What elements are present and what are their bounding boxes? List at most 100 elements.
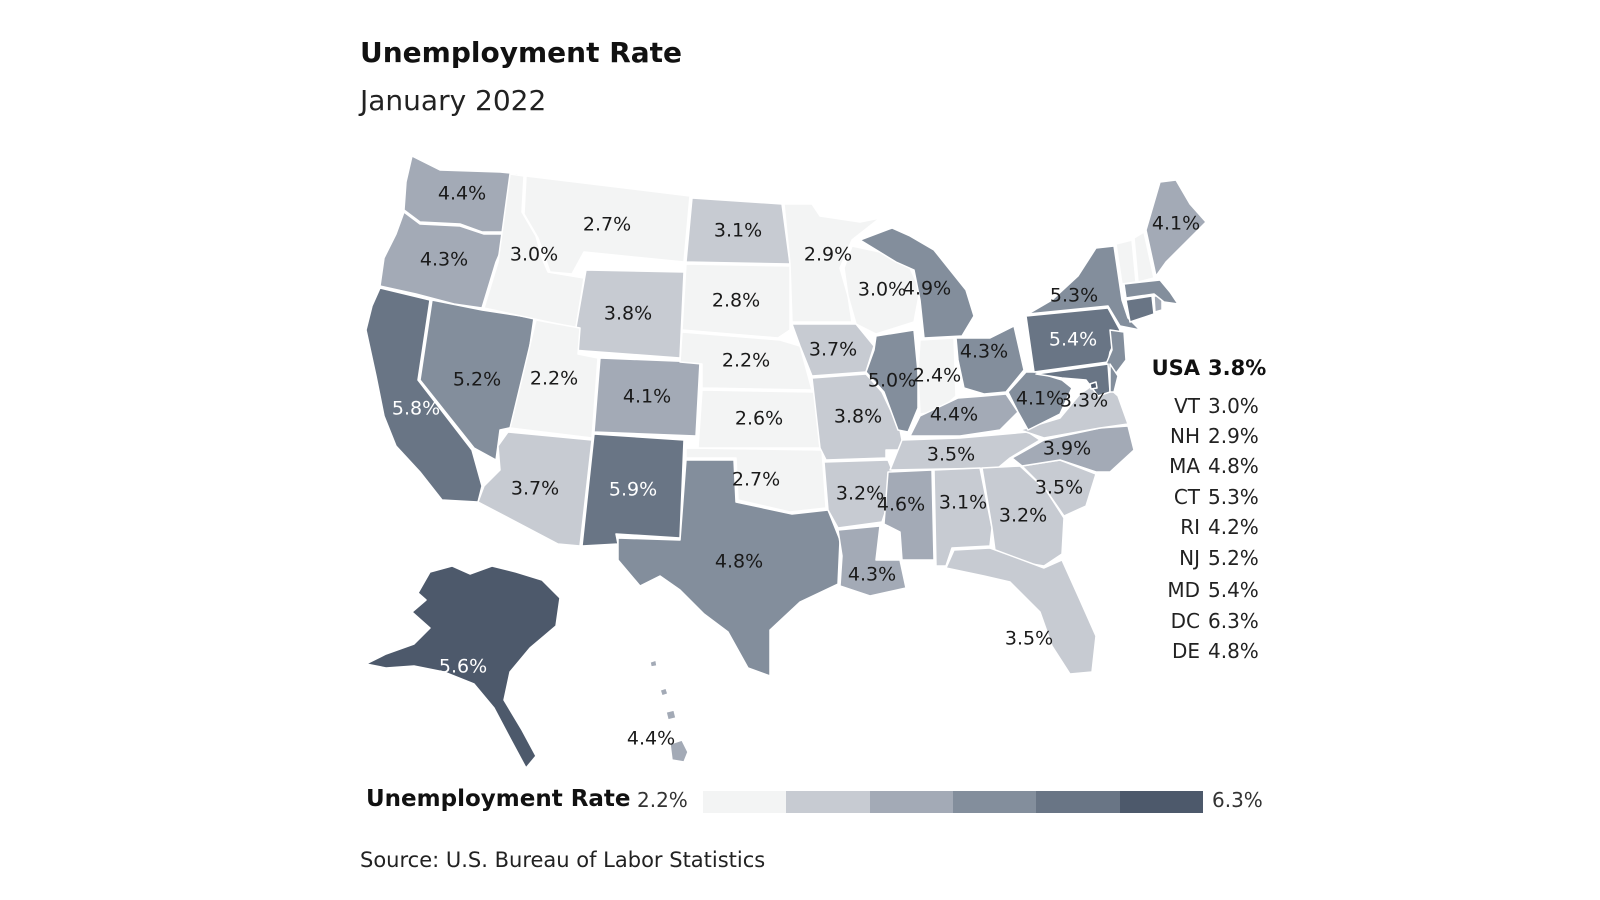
state-label-KS: 2.6% [735, 408, 783, 430]
sidebar-row: NJ 5.2% [1140, 546, 1280, 574]
usa-summary: USA 3.8% [1140, 356, 1280, 384]
state-label-WV: 4.1% [1016, 388, 1064, 410]
state-CA [365, 287, 483, 503]
state-label-UT: 2.2% [530, 368, 578, 390]
state-label-NM: 5.9% [609, 479, 657, 501]
state-MS [883, 469, 935, 561]
sidebar-row: MD 5.4% [1140, 578, 1280, 606]
state-value: 3.0% [1208, 394, 1259, 418]
state-code: DC [1170, 609, 1200, 633]
state-TN [889, 431, 1041, 471]
state-labels: 5.6% 4.4% 4.4% 4.3% 5.8% 5.2% 3.0% 2.7% 3.8% 2.2%… [392, 183, 1200, 750]
state-label-MO: 3.8% [834, 406, 882, 428]
state-label-IA: 3.7% [809, 339, 857, 361]
state-DE [1109, 363, 1119, 393]
state-label-NC: 3.9% [1043, 438, 1091, 460]
state-label-CA: 5.8% [392, 398, 440, 420]
legend-max-label: 6.3% [1212, 788, 1263, 812]
state-label-CO: 4.1% [623, 386, 671, 408]
state-CO [593, 357, 701, 437]
sidebar-row: NH 2.9% [1140, 424, 1280, 452]
state-code: DE [1171, 639, 1200, 663]
state-NM [581, 433, 685, 547]
state-ID [483, 173, 585, 329]
state-value: 5.2% [1208, 546, 1259, 570]
state-CT [1125, 295, 1155, 323]
legend-swatch [1119, 791, 1203, 813]
state-HI [669, 739, 689, 763]
state-AZ [477, 431, 593, 547]
state-label-ME: 4.1% [1152, 213, 1200, 235]
sidebar-row: VT 3.0% [1140, 394, 1280, 422]
state-value: 4.2% [1208, 515, 1259, 539]
state-label-OH: 4.3% [960, 341, 1008, 363]
state-label-TN: 3.5% [927, 444, 975, 466]
state-code: MA [1169, 454, 1200, 478]
state-DC [1089, 381, 1098, 390]
state-FL [945, 547, 1097, 675]
state-label-MI: 4.9% [903, 278, 951, 300]
sidebar-row: DC 6.3% [1140, 609, 1280, 637]
state-code: MD [1167, 578, 1200, 602]
state-OK [685, 447, 827, 513]
state-NC [1011, 425, 1135, 473]
state-MT [523, 175, 691, 275]
legend-swatch [952, 791, 1037, 813]
sidebar-row: DE 4.8% [1140, 639, 1280, 667]
state-label-ID: 3.0% [510, 244, 558, 266]
state-label-PA: 5.4% [1049, 329, 1097, 351]
state-SD [681, 263, 791, 339]
state-label-WI: 3.0% [858, 279, 906, 301]
state-label-NY: 5.3% [1050, 285, 1098, 307]
state-label-MT: 2.7% [583, 214, 631, 236]
state-label-LA: 4.3% [848, 564, 896, 586]
state-PA [1025, 307, 1121, 373]
state-KY [909, 393, 1019, 437]
state-label-AL: 3.1% [939, 492, 987, 514]
state-code: NH [1170, 424, 1200, 448]
state-HI-islands [649, 659, 677, 721]
state-NY [1027, 245, 1141, 331]
state-IL [865, 329, 919, 433]
state-label-SD: 2.8% [712, 290, 760, 312]
state-label-SC: 3.5% [1035, 477, 1083, 499]
state-WV [1007, 371, 1073, 431]
map-subtitle: January 2022 [360, 84, 547, 117]
state-label-TX: 4.8% [715, 551, 763, 573]
sidebar-row: RI 4.2% [1140, 515, 1280, 543]
usa-value: 3.8% [1208, 356, 1267, 380]
state-MI [859, 227, 975, 339]
state-label-HI: 4.4% [627, 728, 675, 750]
state-label-NE: 2.2% [722, 350, 770, 372]
state-MO [811, 373, 905, 461]
state-GA [981, 465, 1065, 567]
state-value: 2.9% [1208, 424, 1259, 448]
state-label-AK: 5.6% [439, 656, 487, 678]
state-MD [1035, 363, 1111, 397]
map-title: Unemployment Rate [360, 36, 683, 69]
state-OR [379, 211, 509, 309]
state-label-GA: 3.2% [999, 505, 1047, 527]
legend-title: Unemployment Rate [366, 786, 631, 812]
state-value: 4.8% [1208, 454, 1259, 478]
state-label-OR: 4.3% [420, 249, 468, 271]
state-code: NJ [1179, 546, 1200, 570]
state-LA [837, 525, 907, 597]
legend-min-label: 2.2% [637, 788, 688, 812]
state-VT [1115, 239, 1137, 285]
legend-swatch [1036, 791, 1120, 813]
state-AR [823, 459, 897, 529]
state-NE [679, 331, 813, 391]
state-label-WY: 3.8% [604, 303, 652, 325]
state-AK [365, 565, 561, 769]
state-label-AR: 3.2% [836, 483, 884, 505]
legend-swatch [703, 791, 787, 813]
state-MN [783, 203, 881, 323]
state-WA [403, 155, 521, 233]
state-value: 4.8% [1208, 639, 1259, 663]
state-code: CT [1173, 485, 1200, 509]
state-MA [1123, 279, 1179, 305]
state-NH [1133, 231, 1155, 283]
state-value: 5.3% [1208, 485, 1259, 509]
sidebar-row: CT 5.3% [1140, 485, 1280, 513]
